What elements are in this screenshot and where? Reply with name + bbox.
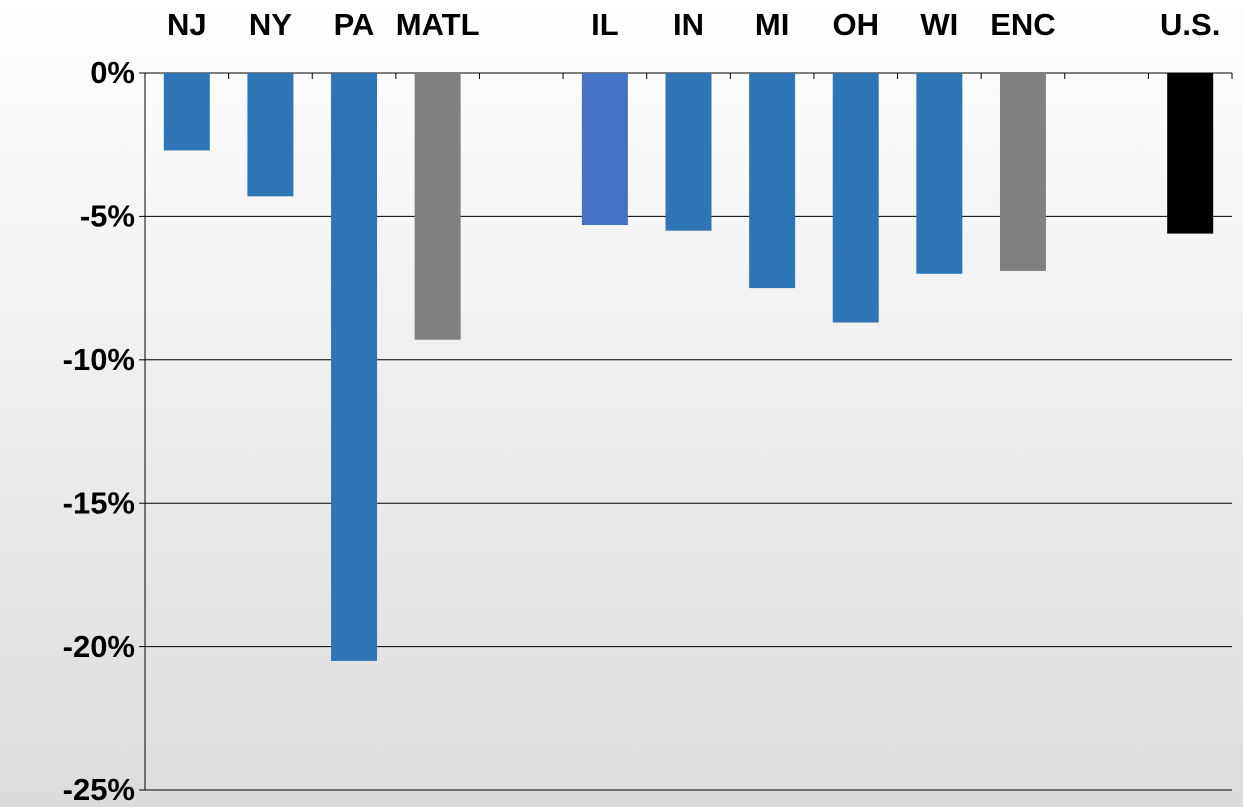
bar [247,73,294,197]
bar [331,73,378,661]
x-tick-label: IN [673,7,704,42]
x-tick-label: IL [591,7,619,42]
y-tick-label: -15% [63,485,135,520]
x-tick-label: OH [832,7,879,42]
y-tick-label: -10% [63,342,135,377]
bar [665,73,712,231]
y-tick-label: -25% [63,772,135,807]
x-tick-label: ENC [990,7,1055,42]
bar [749,73,796,289]
x-tick-label: MATL [396,7,480,42]
y-tick-label: -5% [80,199,135,234]
x-tick-label: WI [920,7,958,42]
x-tick-label: MI [755,7,789,42]
bar [163,73,210,151]
x-tick-label: NY [249,7,292,42]
bar [999,73,1046,271]
y-tick-label: 0% [90,55,135,90]
bar [832,73,879,323]
x-tick-label: PA [334,7,375,42]
x-tick-label: U.S. [1160,7,1220,42]
bar [1167,73,1214,234]
bar [414,73,461,340]
bar [916,73,963,274]
y-tick-label: -20% [63,629,135,664]
bar [581,73,628,226]
x-tick-label: NJ [167,7,207,42]
